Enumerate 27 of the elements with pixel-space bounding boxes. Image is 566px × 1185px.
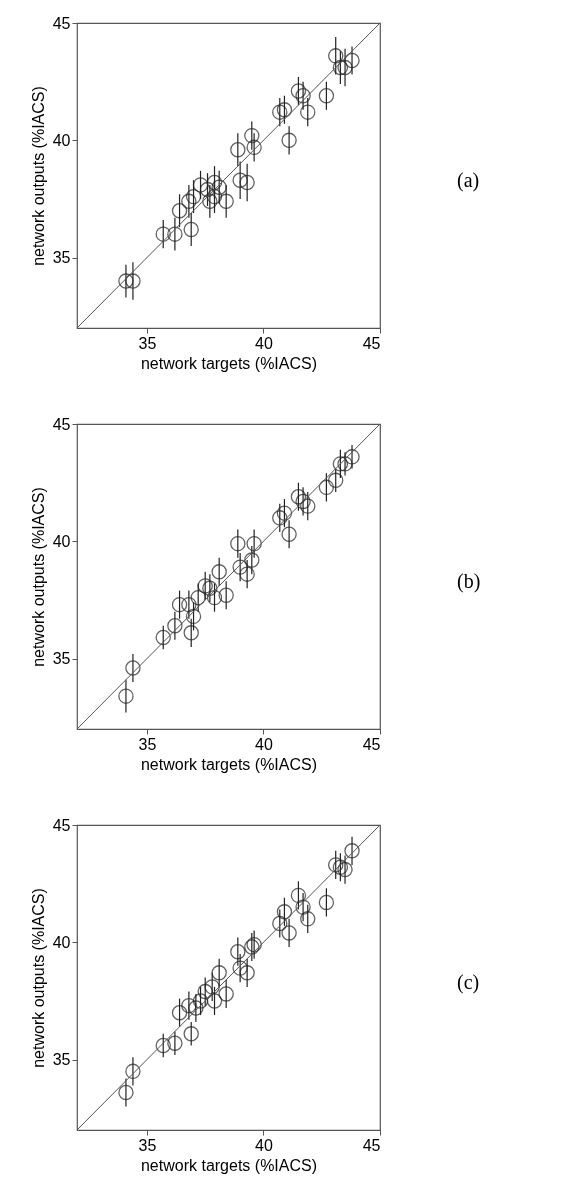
x-axis-title: network targets (%IACS) — [140, 1156, 318, 1173]
y-tick-label: 45 — [52, 816, 71, 833]
x-tick-label: 40 — [255, 735, 273, 752]
x-tick-label: 45 — [362, 1136, 381, 1153]
x-tick-label: 40 — [255, 1136, 273, 1153]
y-tick-label: 45 — [52, 14, 71, 31]
y-tick-label: 40 — [52, 933, 71, 951]
x-tick-label: 45 — [362, 334, 381, 351]
x-axis-title: network targets (%IACS) — [140, 755, 318, 772]
y-tick-label: 45 — [52, 415, 71, 432]
y-tick-label: 40 — [52, 532, 71, 550]
x-tick-label: 45 — [362, 735, 381, 752]
y-axis-title: network outputs (%IACS) — [29, 85, 47, 266]
y-tick-label: 35 — [52, 248, 71, 266]
x-tick-label: 35 — [138, 1136, 157, 1153]
y-axis-title: network outputs (%IACS) — [29, 486, 47, 667]
text: (b) — [457, 570, 481, 593]
x-tick-label: 35 — [138, 334, 157, 351]
x-axis-title: network targets (%IACS) — [140, 354, 318, 371]
text: (c) — [457, 971, 480, 994]
x-tick-label: 40 — [255, 334, 273, 351]
y-tick-label: 40 — [52, 131, 71, 149]
y-tick-label: 35 — [52, 649, 71, 667]
y-tick-label: 35 — [52, 1050, 71, 1068]
x-tick-label: 35 — [138, 735, 157, 752]
text: (a) — [457, 169, 480, 192]
y-axis-title: network outputs (%IACS) — [29, 887, 47, 1068]
